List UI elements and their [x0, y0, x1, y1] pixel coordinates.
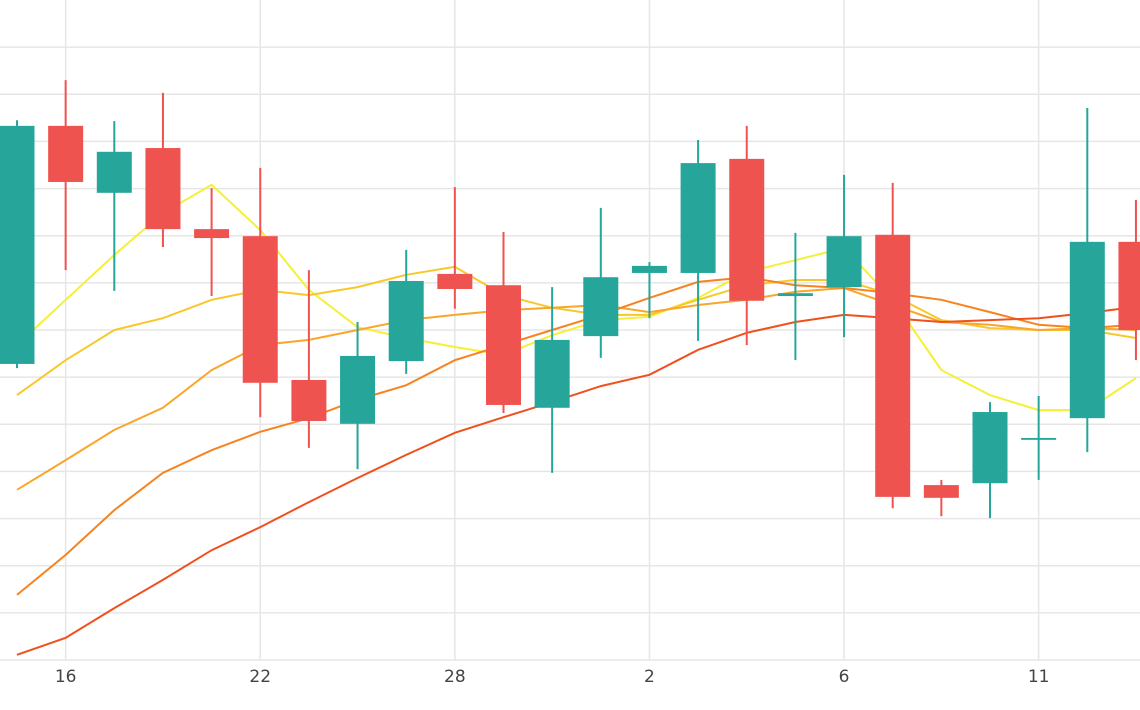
x-tick-label: 22 — [249, 667, 271, 687]
x-tick-label: 16 — [55, 667, 77, 687]
grid — [0, 0, 1140, 661]
x-tick-label: 11 — [1028, 667, 1050, 687]
candle-body — [680, 163, 716, 273]
moving-averages — [16, 183, 1137, 656]
ma-line — [16, 276, 1137, 596]
candle-body — [875, 234, 911, 497]
candle-body — [631, 265, 667, 273]
x-tick-label: 28 — [444, 667, 466, 687]
x-axis: 16 22 28 2 6 11 — [55, 667, 1050, 687]
candle-body — [972, 412, 1008, 484]
x-tick-label: 2 — [644, 667, 655, 687]
x-tick-label: 6 — [839, 667, 850, 687]
candle-body — [826, 236, 862, 288]
candle-body — [486, 285, 521, 405]
candle-body — [0, 125, 35, 364]
candle-body — [923, 485, 959, 498]
candle-body — [534, 339, 570, 408]
candle-body — [583, 277, 619, 337]
candle-body — [388, 280, 424, 362]
candle-body — [1069, 241, 1105, 419]
candles — [0, 80, 1140, 519]
candle-body — [1021, 437, 1057, 440]
candle-body — [1118, 241, 1140, 330]
candle-body — [437, 273, 473, 289]
ma-line — [16, 265, 1137, 396]
ma-line — [16, 305, 1137, 656]
candle-body — [145, 148, 181, 230]
candle-body — [291, 379, 327, 421]
ma-line — [16, 183, 1137, 412]
candle-body — [48, 125, 84, 182]
candle-body — [242, 236, 278, 383]
candle-body — [340, 355, 376, 424]
ma-line — [16, 286, 1137, 491]
candle-body — [194, 229, 230, 239]
candle-body — [96, 151, 132, 193]
candle-body — [777, 293, 813, 297]
candle-body — [729, 158, 765, 301]
